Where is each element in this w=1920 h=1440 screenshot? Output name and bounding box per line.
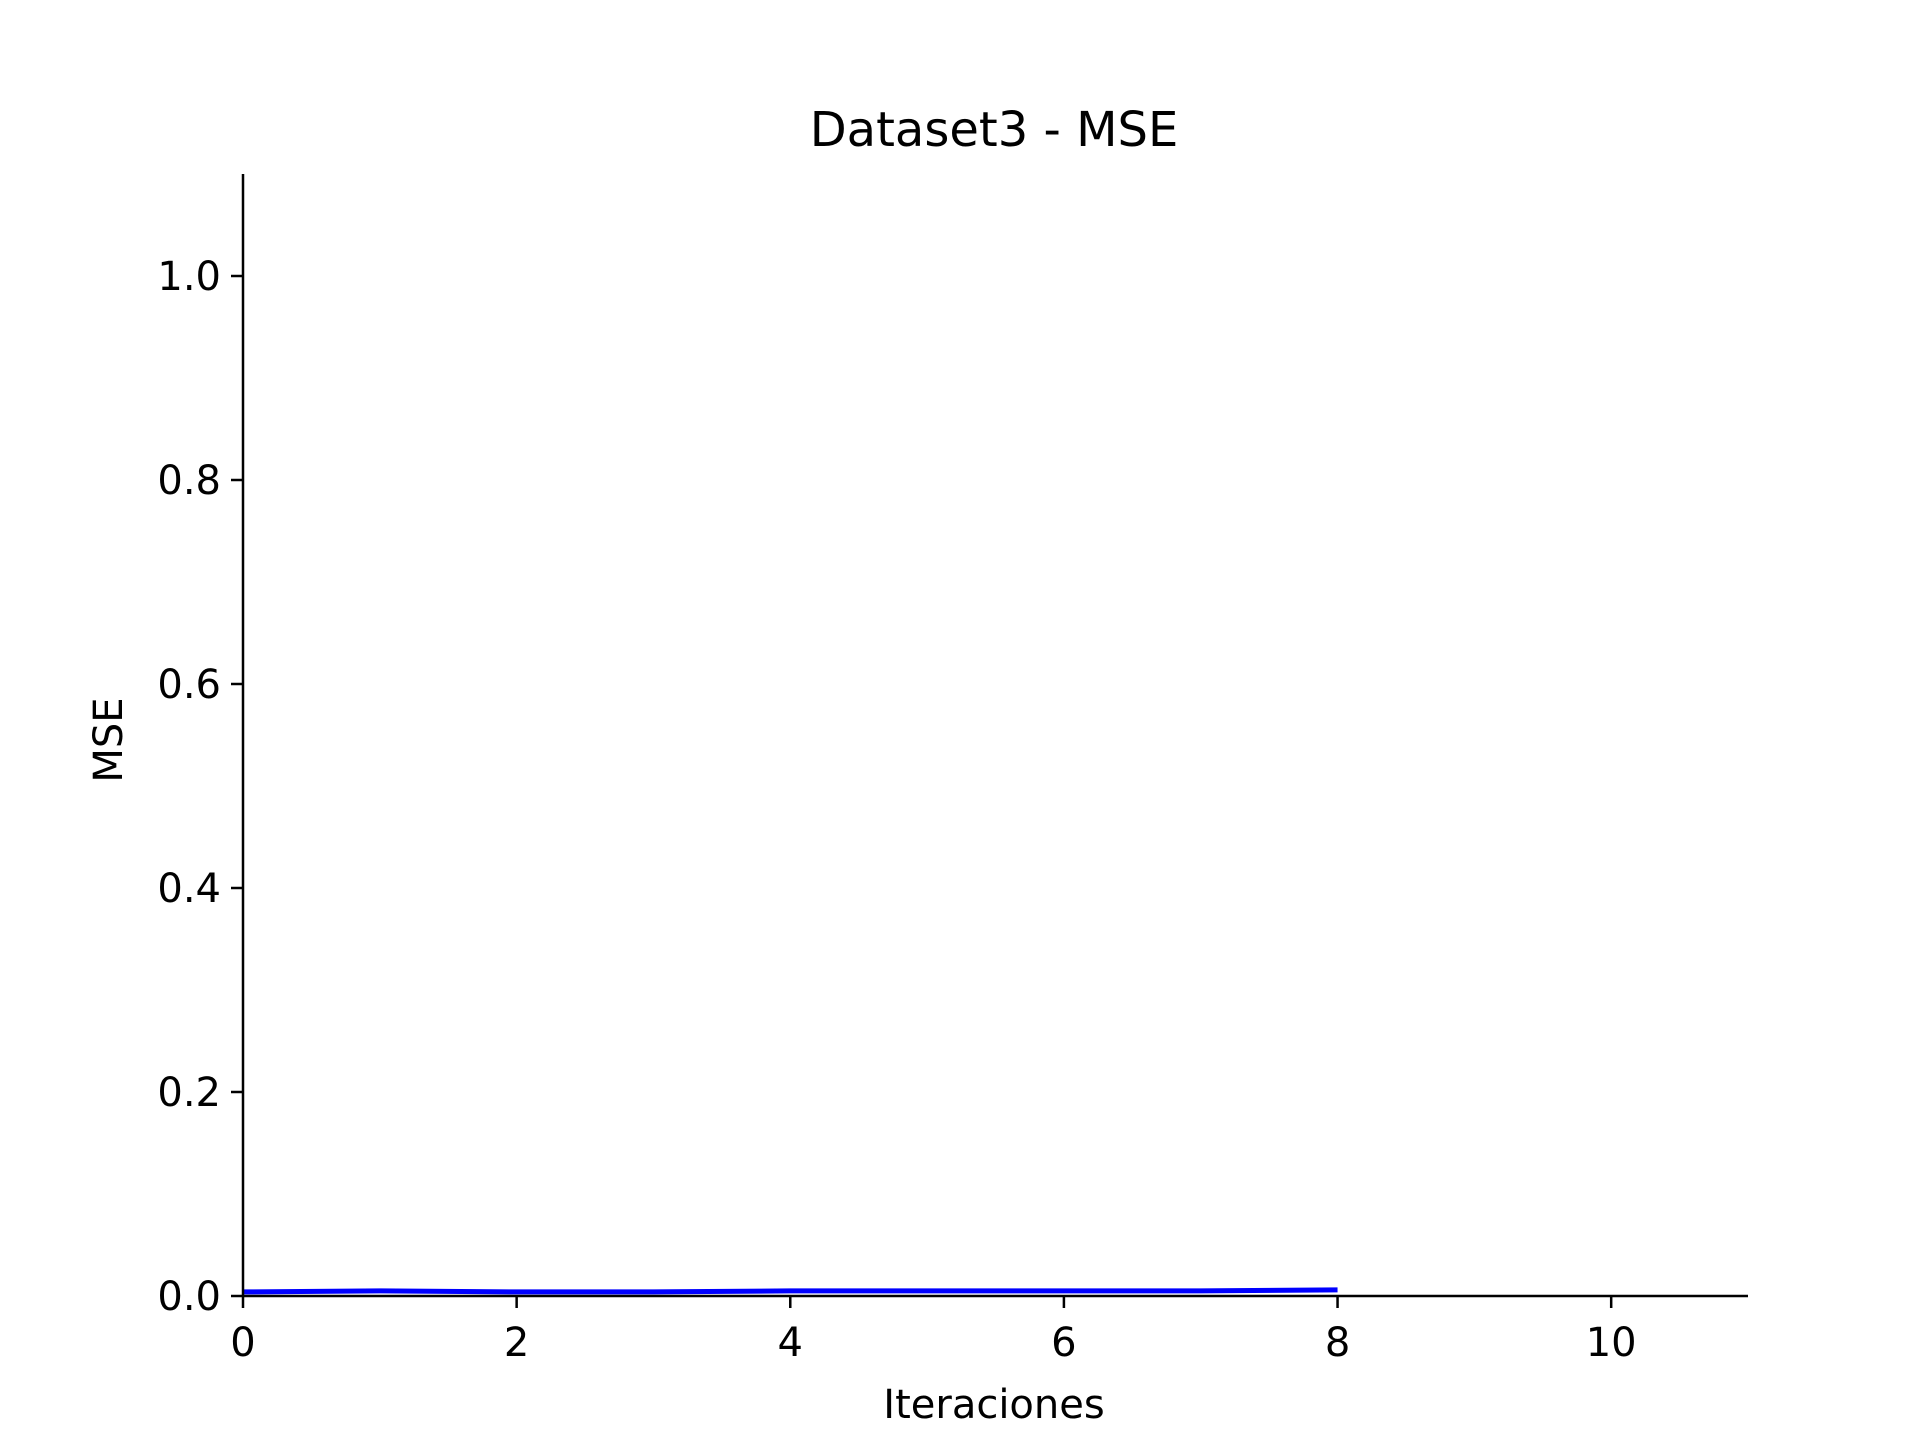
y-tick-label: 0.0	[157, 1274, 221, 1320]
y-tick-label: 0.6	[157, 662, 221, 708]
y-tick-label: 0.2	[157, 1070, 221, 1116]
y-tick-label: 0.4	[157, 866, 221, 912]
x-axis-ticks: 0 2 4 6 8 10	[230, 1296, 1637, 1366]
x-tick-label: 8	[1325, 1320, 1350, 1366]
x-tick-label: 6	[1051, 1320, 1076, 1366]
y-axis-label: MSE	[86, 697, 132, 782]
series-line	[242, 1287, 1338, 1295]
y-tick-label: 0.8	[157, 458, 221, 504]
series-layer	[242, 1287, 1338, 1295]
x-tick-label: 10	[1586, 1320, 1637, 1366]
y-axis-ticks: 0.0 0.2 0.4 0.6 0.8 1.0	[157, 254, 243, 1320]
x-tick-label: 2	[504, 1320, 529, 1366]
x-axis-label: Iteraciones	[883, 1382, 1104, 1428]
x-tick-label: 4	[778, 1320, 803, 1366]
chart-title: Dataset3 - MSE	[810, 102, 1179, 158]
y-tick-label: 1.0	[157, 254, 221, 300]
plot-area: 0 2 4 6 8 10 0.0 0.2 0.4 0.6 0.8 1.0	[157, 174, 1748, 1366]
x-tick-label: 0	[230, 1320, 255, 1366]
